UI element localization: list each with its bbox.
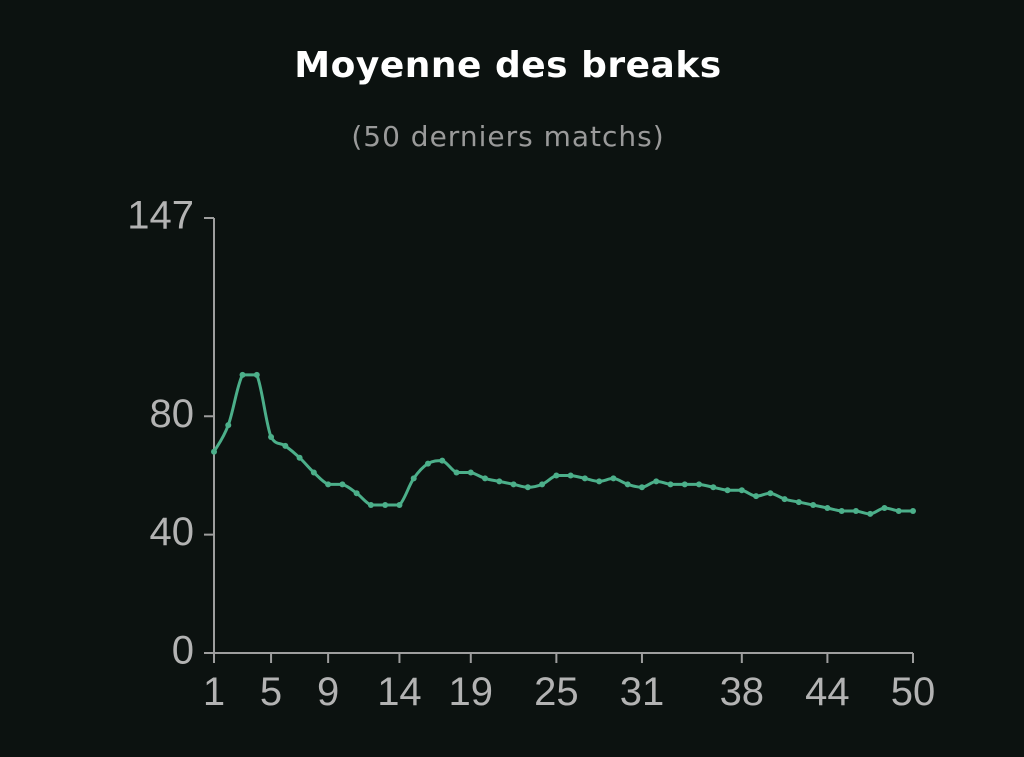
data-point [282, 442, 289, 449]
data-point [681, 481, 688, 488]
x-tick-label: 5 [260, 670, 282, 714]
axes [204, 217, 914, 663]
series-line-group [211, 371, 916, 517]
y-tick-label: 147 [127, 194, 194, 238]
data-point [353, 490, 360, 497]
data-point [910, 507, 916, 514]
data-point [410, 475, 417, 482]
data-point [396, 502, 403, 509]
y-tick-label: 40 [150, 510, 195, 554]
x-tick-label: 31 [620, 670, 665, 714]
data-point [339, 481, 346, 488]
data-point [824, 505, 831, 511]
data-point [852, 507, 859, 514]
data-point [596, 478, 603, 485]
x-tick-label: 1 [203, 670, 225, 714]
data-point [268, 433, 275, 440]
series-line [212, 373, 913, 516]
data-point [310, 469, 317, 476]
data-point [510, 481, 517, 488]
data-point [624, 481, 631, 488]
tick-labels: 0 40 80 147 1 5 9 14 19 25 31 38 44 50 [127, 194, 935, 714]
data-point [239, 371, 246, 378]
y-tick-label: 0 [172, 629, 194, 673]
chart-title: Moyenne des breaks [294, 45, 722, 86]
data-point [638, 484, 645, 491]
data-point [667, 481, 674, 488]
data-point [867, 510, 874, 517]
data-point [581, 475, 588, 482]
x-tick-label: 14 [377, 670, 422, 714]
x-tick-label: 38 [720, 670, 765, 714]
data-point [710, 484, 717, 491]
data-point [553, 472, 560, 479]
x-tick-label: 19 [449, 670, 494, 714]
data-point [895, 507, 902, 514]
x-tick-label: 50 [891, 670, 936, 714]
data-point [253, 371, 260, 378]
data-point [810, 502, 817, 509]
data-point [567, 472, 574, 479]
chart-subtitle: (50 derniers matchs) [351, 120, 665, 153]
data-point [496, 478, 503, 485]
data-point [325, 481, 332, 488]
data-point [467, 469, 474, 476]
x-tick-label: 9 [317, 670, 339, 714]
data-point [539, 481, 546, 488]
data-point [382, 502, 389, 509]
data-point [439, 457, 446, 464]
x-tick-label: 44 [805, 670, 850, 714]
data-point [225, 422, 232, 429]
data-point [610, 475, 617, 482]
data-point [795, 499, 802, 506]
data-point [367, 502, 374, 509]
data-point [753, 493, 760, 500]
data-point [838, 507, 845, 514]
data-point [482, 475, 489, 482]
data-point [653, 478, 660, 485]
data-point [696, 481, 703, 488]
data-point [296, 454, 303, 461]
y-tick-label: 80 [150, 392, 195, 436]
data-point [524, 484, 531, 491]
data-point [424, 460, 431, 467]
data-point [781, 496, 788, 503]
data-point [211, 448, 217, 455]
data-point [767, 490, 774, 497]
data-point [724, 487, 731, 494]
data-point [453, 469, 460, 476]
x-tick-label: 25 [534, 670, 579, 714]
data-point [881, 505, 888, 511]
data-point [738, 487, 745, 494]
